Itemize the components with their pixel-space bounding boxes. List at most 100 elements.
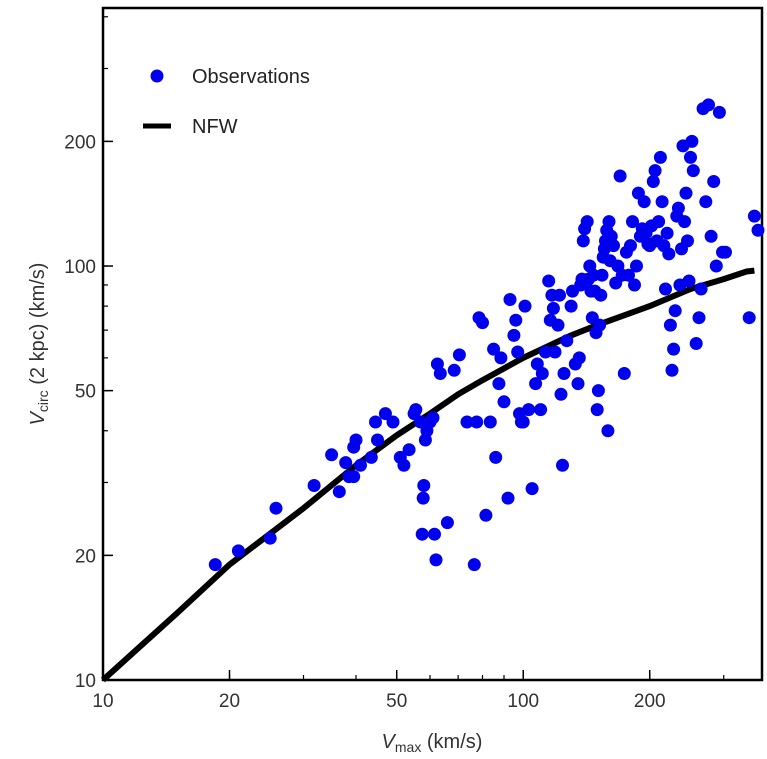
observation-point (662, 247, 676, 261)
observation-point (489, 450, 503, 464)
observation-point (529, 377, 543, 391)
observation-point (707, 175, 721, 188)
observation-point (487, 342, 501, 356)
observation-point (712, 105, 726, 119)
observation-point (590, 403, 604, 417)
observation-point (571, 377, 585, 391)
observation-point (507, 328, 521, 342)
observation-point (694, 282, 708, 296)
y-tick-label: 20 (75, 546, 96, 567)
observation-point (607, 239, 620, 253)
observation-point (626, 215, 639, 229)
legend-observations-marker (150, 69, 164, 83)
observation-point (630, 259, 643, 273)
observation-point (397, 458, 411, 472)
observation-point (402, 443, 416, 457)
observation-point (668, 304, 682, 318)
observation-point (492, 377, 506, 391)
observation-point (560, 334, 574, 348)
observation-point (509, 313, 523, 327)
legend-nfw-label: NFW (192, 116, 238, 138)
observation-point (660, 226, 674, 240)
observation-point (433, 367, 447, 380)
observation-point (576, 234, 590, 248)
observation-point (416, 491, 430, 505)
nfw-curve (100, 267, 755, 683)
observation-point (522, 403, 536, 417)
observation-point (460, 415, 474, 429)
observation-point (546, 301, 560, 315)
observation-point (349, 433, 363, 447)
observation-point (747, 209, 761, 223)
observation-point (709, 259, 723, 273)
observation-point (440, 516, 454, 530)
observation-point (467, 558, 481, 572)
observation-point (655, 195, 669, 209)
observation-point (624, 239, 637, 253)
observation-point (378, 407, 392, 421)
observation-point (591, 384, 605, 398)
observation-point (307, 479, 321, 492)
y-tick-label: 100 (64, 257, 96, 278)
observation-point (347, 470, 361, 484)
observation-point (704, 229, 718, 243)
observation-point (452, 348, 466, 362)
x-axis-ticks: 10 20 50 100 200 (92, 670, 725, 712)
observation-point (564, 299, 578, 313)
observation-point (572, 351, 586, 365)
observation-point (685, 134, 699, 148)
observation-point (483, 415, 497, 429)
observation-point (681, 234, 694, 248)
observation-point (339, 456, 353, 470)
observation-point (689, 337, 703, 350)
observation-point (429, 553, 443, 567)
observation-point (542, 274, 556, 288)
nfw-curve-layer (100, 267, 755, 683)
observation-point (617, 367, 631, 380)
observation-point (648, 164, 662, 178)
observation-point (692, 311, 706, 325)
observation-point (332, 485, 346, 499)
observation-point (501, 491, 515, 505)
observation-point (580, 215, 594, 229)
observation-point (671, 201, 685, 215)
observation-point (525, 482, 539, 496)
observation-point (516, 415, 530, 429)
observation-point (663, 318, 677, 332)
x-tick-label: 10 (92, 691, 113, 712)
observation-point (269, 501, 283, 515)
legend: Observations NFW (143, 66, 310, 138)
observation-point (622, 268, 635, 282)
observation-point (479, 508, 493, 522)
observation-point (409, 403, 423, 417)
observation-point (518, 299, 532, 313)
observation-point (665, 363, 679, 377)
observation-point (613, 169, 627, 183)
x-tick-label: 20 (219, 691, 240, 712)
observation-point (719, 245, 732, 259)
observation-point (595, 268, 609, 282)
observation-point (354, 458, 367, 472)
y-tick-label: 50 (75, 382, 96, 403)
observation-point (325, 448, 339, 462)
observation-point (702, 98, 715, 112)
y-tick-label: 200 (64, 132, 96, 153)
observation-point (601, 424, 615, 438)
observation-point (539, 345, 552, 359)
observation-point (417, 479, 431, 492)
observation-point (208, 558, 222, 572)
y-tick-label: 10 (75, 671, 96, 692)
observation-point (556, 458, 569, 472)
observation-point (594, 288, 608, 302)
observation-point (535, 367, 549, 380)
observation-point (653, 150, 667, 164)
observation-point (494, 351, 508, 365)
observation-point (682, 274, 696, 288)
observation-point (699, 195, 713, 209)
observation-point (554, 387, 568, 401)
legend-observations-label: Observations (192, 66, 310, 88)
observation-point (659, 282, 672, 296)
observation-point (534, 403, 548, 417)
observation-point (553, 288, 566, 302)
